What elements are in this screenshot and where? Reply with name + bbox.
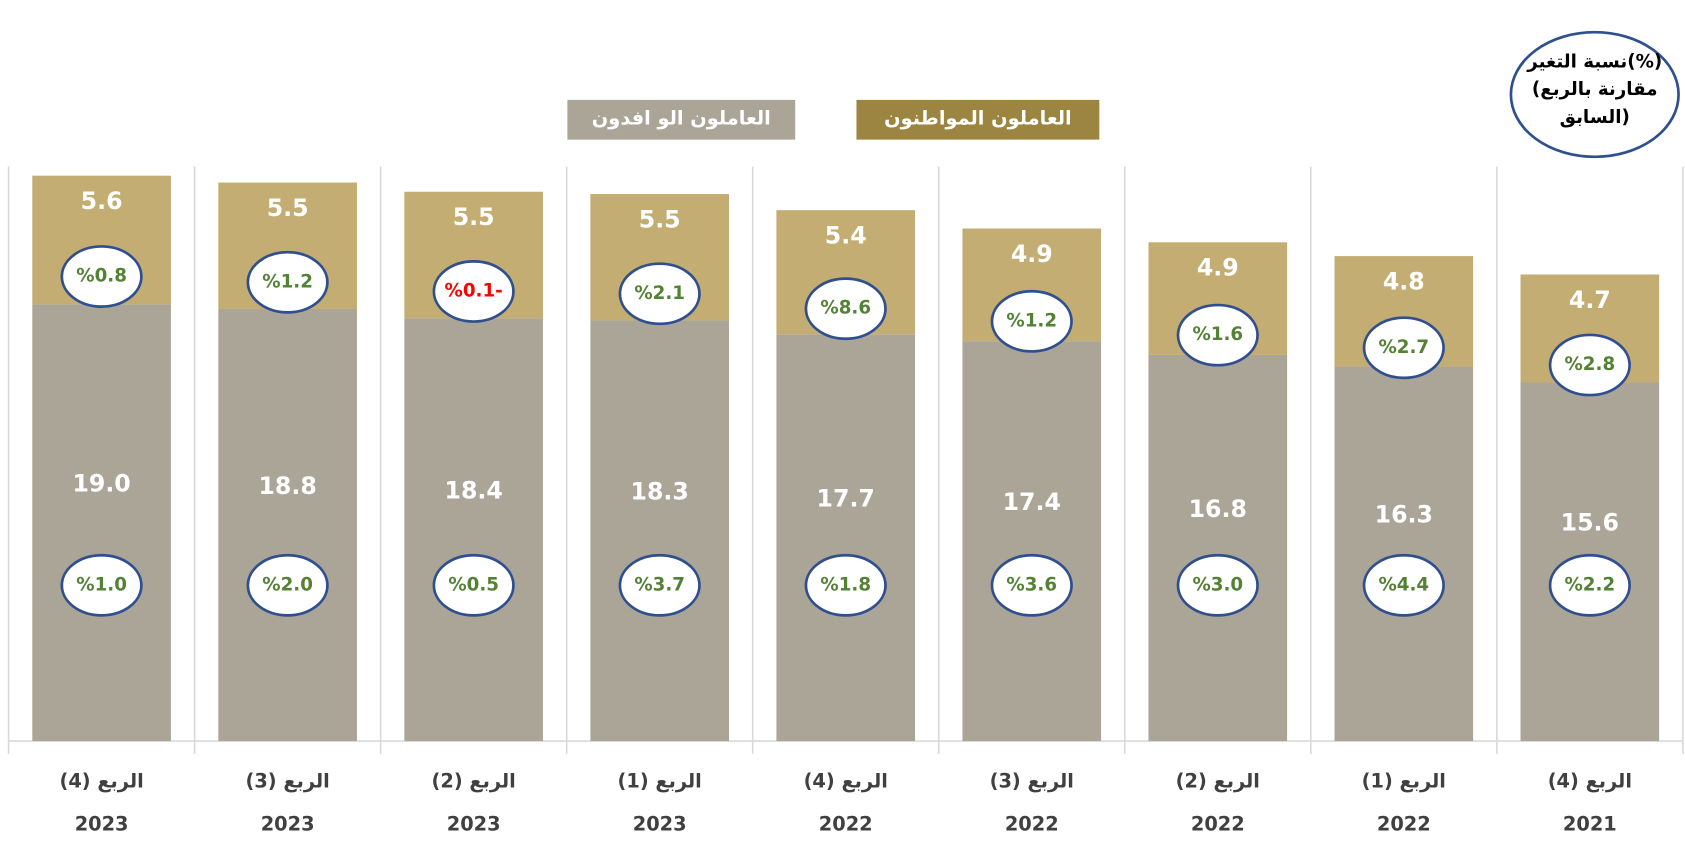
change-label: %0.1- — [445, 280, 503, 301]
bar-segment — [962, 341, 1102, 742]
x-tick-label: الربع (1) — [618, 769, 702, 792]
legend-label: العاملون الو افدون — [592, 107, 771, 130]
x-tick-label: الربع (1) — [1362, 769, 1446, 792]
value-label: 4.9 — [1197, 254, 1239, 282]
bar-segment — [776, 334, 916, 742]
change-bubble — [1362, 316, 1445, 380]
bar-segment — [1334, 366, 1474, 742]
change-bubble — [804, 277, 887, 341]
change-label: %1.2 — [1006, 310, 1057, 331]
x-tick-label: 2023 — [633, 812, 687, 835]
value-label: 5.6 — [81, 187, 123, 215]
x-tick-label: 2021 — [1563, 812, 1617, 835]
change-bubble — [804, 553, 887, 617]
change-bubble — [1548, 333, 1631, 397]
x-tick-label: 2022 — [1377, 812, 1431, 835]
value-label: 4.8 — [1383, 267, 1425, 295]
value-label: 4.7 — [1569, 286, 1611, 314]
value-label: 15.6 — [1561, 509, 1619, 537]
legend-label: العاملون المواطنون — [884, 107, 1072, 130]
change-label: %2.8 — [1565, 354, 1616, 375]
value-label: 18.8 — [258, 472, 316, 500]
change-bubble — [1362, 553, 1445, 617]
x-tick-label: الربع (2) — [1176, 769, 1260, 792]
bar-segment — [32, 304, 171, 742]
change-label: %4.4 — [1378, 574, 1429, 595]
value-label: 16.3 — [1375, 501, 1433, 529]
change-bubble — [1176, 553, 1259, 617]
change-label: %0.5 — [448, 574, 499, 595]
bar-segment — [590, 320, 730, 742]
value-label: 19.0 — [72, 470, 130, 498]
bar-segment — [218, 308, 357, 742]
change-label: %2.7 — [1378, 337, 1429, 358]
x-tick-label: الربع (4) — [804, 769, 888, 792]
value-label: 18.3 — [631, 478, 689, 506]
x-tick-label: 2023 — [261, 812, 315, 835]
x-tick-label: 2023 — [75, 812, 129, 835]
value-label: 5.5 — [639, 205, 681, 233]
value-label: 4.9 — [1011, 240, 1053, 268]
change-label: %8.6 — [820, 298, 871, 319]
change-label: %2.0 — [262, 574, 313, 595]
x-tick-label: 2022 — [1191, 812, 1245, 835]
change-label: %1.2 — [262, 271, 313, 292]
x-tick-label: الربع (2) — [432, 769, 516, 792]
x-tick-label: الربع (3) — [990, 769, 1074, 792]
change-label: %2.2 — [1565, 574, 1616, 595]
change-bubble — [432, 260, 515, 323]
note-line: (مقارنة بالربع — [1532, 79, 1658, 100]
change-bubble — [246, 250, 329, 314]
value-label: 5.5 — [267, 194, 309, 222]
note-line: السابق) — [1560, 107, 1630, 128]
change-bubble — [1176, 303, 1259, 367]
bar-segment — [404, 318, 543, 742]
x-tick-label: 2023 — [447, 812, 501, 835]
value-label: 17.7 — [817, 485, 875, 513]
bar-segment — [1148, 354, 1288, 742]
legend-swatch — [567, 99, 796, 140]
change-label: %2.1 — [634, 283, 685, 304]
change-bubble — [618, 262, 701, 326]
legend-swatch — [856, 99, 1100, 140]
change-bubble — [1548, 553, 1631, 617]
x-tick-label: الربع (4) — [1548, 769, 1632, 792]
x-tick-label: 2022 — [1005, 812, 1059, 835]
note-line: نسبة التغير(%) — [1526, 51, 1662, 72]
change-bubble — [60, 553, 143, 617]
change-label: %0.8 — [76, 266, 127, 287]
value-label: 5.5 — [453, 203, 495, 231]
change-label: %1.8 — [820, 574, 871, 595]
change-bubble — [990, 289, 1073, 353]
value-label: 16.8 — [1189, 495, 1247, 523]
change-bubble — [432, 553, 515, 617]
x-tick-label: الربع (4) — [59, 769, 143, 792]
x-tick-label: الربع (3) — [246, 769, 330, 792]
value-label: 17.4 — [1003, 488, 1061, 516]
change-bubble — [990, 553, 1073, 617]
x-tick-label: 2022 — [819, 812, 873, 835]
note-bubble — [1509, 30, 1680, 159]
value-label: 18.4 — [445, 477, 503, 505]
change-label: %3.7 — [634, 574, 685, 595]
value-label: 5.4 — [825, 221, 867, 249]
change-label: %3.6 — [1006, 574, 1057, 595]
change-bubble — [246, 553, 329, 617]
change-label: %3.0 — [1192, 574, 1243, 595]
change-bubble — [618, 553, 701, 617]
change-label: %1.6 — [1192, 324, 1243, 345]
change-label: %1.0 — [76, 574, 127, 595]
change-bubble — [60, 245, 143, 308]
